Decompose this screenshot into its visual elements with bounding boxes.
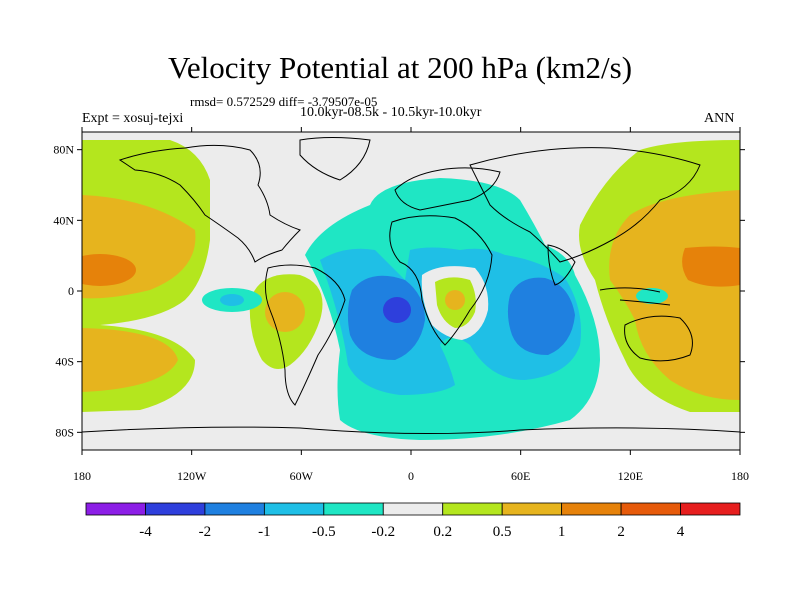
season-label: ANN [704, 111, 735, 126]
coast-south-america [264, 264, 346, 406]
negative-core-atlantic-deep [383, 297, 411, 323]
colorbar-label: -2 [199, 524, 212, 540]
colorbar-label: 4 [677, 524, 685, 540]
rmsd-diff-stats: rmsd= 0.572529 diff= -3.79507e-05 [190, 94, 378, 109]
map-title: Velocity Potential at 200 hPa (km2/s) [167, 50, 633, 85]
contour-fill-layer [82, 132, 740, 450]
colorbar-swatch [263, 502, 325, 516]
positive-core-western-pacific-right [682, 246, 740, 287]
colorbar-label: 2 [617, 524, 625, 540]
colorbar-label: -0.5 [312, 524, 336, 540]
coast-north-america [118, 144, 301, 263]
colorbar-label: 1 [558, 524, 566, 540]
period-label: 10.0kyr-08.5k - 10.5kyr-10.0kyr [300, 105, 482, 120]
negative-core-indian [507, 277, 575, 355]
positive-core-east-pacific [265, 292, 305, 332]
lon-tick-label: 180 [731, 469, 749, 483]
lat-tick-label: 80S [55, 425, 74, 439]
colorbar-swatch [680, 502, 741, 516]
lon-tick-label: 180 [73, 469, 91, 483]
positive-core-west-pacific [82, 254, 136, 286]
coast-australia [624, 315, 693, 362]
negative-core-east-pacific [220, 294, 244, 306]
colorbar-label: 0.5 [493, 524, 512, 540]
colorbar-label: -1 [258, 524, 271, 540]
colorbar-swatch [204, 502, 265, 516]
lat-tick-label: 80N [53, 143, 74, 157]
coast-indonesia [599, 287, 671, 306]
lon-tick-label: 120W [177, 469, 207, 483]
colorbar-swatch [145, 502, 206, 516]
lat-tick-label: 0 [68, 284, 74, 298]
coast-greenland [299, 137, 371, 181]
colorbar-swatch [561, 502, 622, 516]
colorbar-swatch [382, 502, 444, 516]
coast-africa [389, 215, 493, 346]
lon-tick-label: 60W [290, 469, 314, 483]
lat-tick-label: 40S [55, 355, 74, 369]
positive-region-west-pacific-inner-s [82, 328, 178, 392]
colorbar-label: 0.2 [433, 524, 452, 540]
lat-tick-label: 40N [53, 213, 74, 227]
coast-europe [394, 167, 501, 211]
colorbar-label: -4 [139, 524, 152, 540]
colorbar: -4 -2 -1 -0.5 -0.2 0.2 0.5 1 2 4 [85, 502, 741, 540]
colorbar-swatch [620, 502, 681, 516]
colorbar-swatch [85, 502, 146, 516]
experiment-label: Expt = xosuj-tejxi [82, 111, 184, 126]
coastlines [82, 137, 740, 435]
colorbar-swatch [323, 502, 384, 516]
lon-tick-label: 120E [618, 469, 643, 483]
coast-antarctica [82, 426, 740, 435]
positive-core-southern-africa-inner [445, 290, 465, 310]
lon-tick-label: 60E [511, 469, 530, 483]
latitude-axis: 80N 40N 0 40S 80S [53, 143, 745, 439]
coast-asia [469, 147, 701, 263]
lon-tick-label: 0 [408, 469, 414, 483]
colorbar-swatch [501, 502, 563, 516]
positive-region-western-pacific-right-inner [609, 190, 740, 400]
longitude-axis: 180 120W 60W 0 60E 120E 180 [73, 127, 749, 483]
colorbar-label: -0.2 [371, 524, 395, 540]
coast-india [547, 244, 576, 286]
colorbar-swatch [442, 502, 503, 516]
